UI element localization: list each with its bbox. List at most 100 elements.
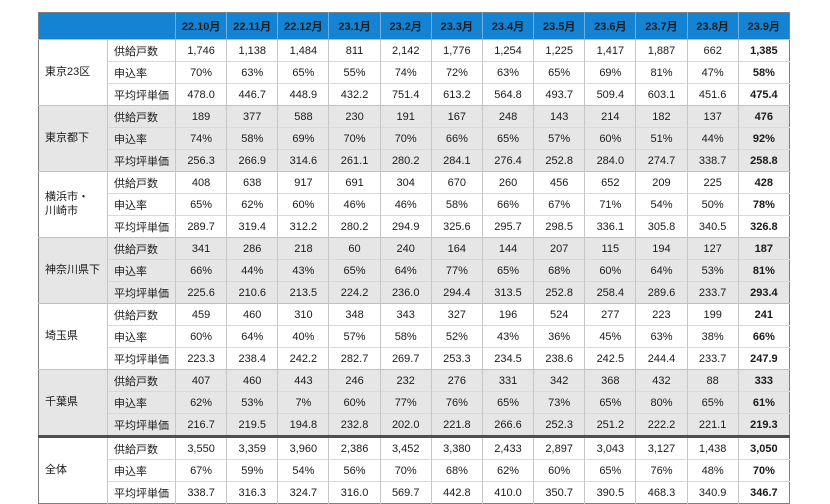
value-cell: 225: [686, 171, 739, 194]
value-cell: 289.6: [635, 281, 688, 304]
metric-label-cell: 申込率: [107, 325, 176, 348]
value-cell: 48%: [686, 459, 739, 482]
value-cell: 3,452: [379, 435, 432, 460]
value-cell: 65%: [481, 391, 534, 414]
value-cell: 326.8: [737, 215, 790, 238]
value-cell: 284.1: [430, 149, 483, 172]
header-month-cell: 23.4月: [481, 12, 534, 40]
value-cell: 63%: [481, 61, 534, 84]
value-cell: 209: [635, 171, 688, 194]
value-cell: 221.1: [686, 413, 739, 437]
value-cell: 218: [277, 237, 329, 260]
metric-label-cell: 平均坪単価: [107, 481, 176, 504]
table-row: 申込率 70% 63% 65% 55% 74% 72% 63% 65% 69% 81% 47% 58%: [39, 61, 790, 84]
value-cell: 50%: [686, 193, 739, 216]
value-cell: 225.6: [174, 281, 227, 304]
value-cell: 53%: [686, 259, 739, 282]
value-cell: 460: [226, 303, 278, 326]
value-cell: 266.6: [481, 413, 534, 437]
value-cell: 53%: [226, 391, 278, 414]
value-cell: 238.4: [226, 347, 278, 370]
table-row: 平均坪単価 478.0 446.7 448.9 432.2 751.4 613.2 564.8…: [39, 83, 790, 106]
value-cell: 64%: [635, 259, 688, 282]
value-cell: 223: [635, 303, 688, 326]
value-cell: 1,225: [533, 39, 585, 62]
value-cell: 44%: [226, 259, 278, 282]
value-cell: 524: [533, 303, 585, 326]
value-cell: 57%: [533, 127, 585, 150]
table-row: 横浜市・ 川崎市 供給戸数 408 638 917 691 304 670 260 456 652 2…: [38, 171, 790, 238]
value-cell: 213.5: [277, 281, 329, 304]
table-row: 申込率 66% 44% 43% 65% 64% 77% 65% 68% 60% 64% 53% 81%: [39, 259, 790, 282]
value-cell: 68%: [430, 459, 483, 482]
value-cell: 189: [174, 105, 227, 128]
value-cell: 280.2: [379, 149, 432, 172]
value-cell: 62%: [481, 459, 534, 482]
value-cell: 194.8: [277, 413, 329, 437]
value-cell: 266.9: [226, 149, 278, 172]
region-label-cell: 東京23区: [38, 39, 108, 106]
metric-label-cell: 申込率: [107, 61, 176, 84]
value-cell: 751.4: [379, 83, 432, 106]
value-cell: 77%: [379, 391, 432, 414]
value-cell: 115: [584, 237, 636, 260]
value-cell: 54%: [277, 459, 329, 482]
table-header: 22.10月 22.11月 22.12月 23.1月 23.2月 23.3月 23.4月 23…: [38, 12, 790, 40]
value-cell: 65%: [328, 259, 381, 282]
value-cell: 167: [430, 105, 483, 128]
value-cell: 670: [430, 171, 483, 194]
value-cell: 1,385: [737, 39, 790, 62]
value-cell: 63%: [635, 325, 688, 348]
table-row: 平均坪単価 216.7 219.5 194.8 232.8 202.0 221.8 266.6…: [39, 413, 790, 437]
value-cell: 219.5: [226, 413, 278, 437]
table-row: 申込率 65% 62% 60% 46% 46% 58% 66% 67% 71% 54% 50% 78%: [39, 193, 790, 216]
table-row: 平均坪単価 338.7 316.3 324.7 316.0 569.7 442.8 410.0…: [39, 481, 790, 504]
value-cell: 70%: [737, 459, 790, 482]
value-cell: 76%: [430, 391, 483, 414]
value-cell: 432.2: [328, 83, 381, 106]
header-month-cell: 22.11月: [226, 12, 278, 40]
value-cell: 691: [328, 171, 381, 194]
metric-label-cell: 平均坪単価: [107, 215, 176, 238]
header-month-cell: 23.5月: [533, 12, 585, 40]
metric-label-cell: 供給戸数: [107, 435, 176, 460]
value-cell: 63%: [226, 61, 278, 84]
table-row: 申込率 74% 58% 69% 70% 70% 66% 65% 57% 60% 51% 44% 92%: [39, 127, 790, 150]
value-cell: 44%: [686, 127, 739, 150]
value-cell: 327: [430, 303, 483, 326]
value-cell: 3,960: [277, 435, 329, 460]
value-cell: 1,887: [635, 39, 688, 62]
value-cell: 468.3: [635, 481, 688, 504]
header-month-cell: 23.8月: [686, 12, 739, 40]
value-cell: 236.0: [379, 281, 432, 304]
value-cell: 65%: [277, 61, 329, 84]
value-cell: 240: [379, 237, 432, 260]
value-cell: 214: [584, 105, 636, 128]
value-cell: 310: [277, 303, 329, 326]
value-cell: 1,417: [584, 39, 636, 62]
value-cell: 54%: [635, 193, 688, 216]
value-cell: 219.3: [737, 413, 790, 437]
metric-label-cell: 平均坪単価: [107, 281, 176, 304]
value-cell: 242.2: [277, 347, 329, 370]
value-cell: 66%: [430, 127, 483, 150]
value-cell: 76%: [635, 459, 688, 482]
value-cell: 67%: [174, 459, 227, 482]
value-cell: 58%: [430, 193, 483, 216]
value-cell: 70%: [174, 61, 227, 84]
value-cell: 274.7: [635, 149, 688, 172]
value-cell: 260: [481, 171, 534, 194]
value-cell: 223.3: [174, 347, 227, 370]
value-cell: 60%: [533, 459, 585, 482]
value-cell: 65%: [584, 391, 636, 414]
value-cell: 80%: [635, 391, 688, 414]
value-cell: 70%: [379, 127, 432, 150]
value-cell: 3,127: [635, 435, 688, 460]
value-cell: 187: [737, 237, 790, 260]
value-cell: 222.2: [635, 413, 688, 437]
value-cell: 67%: [533, 193, 585, 216]
value-cell: 207: [533, 237, 585, 260]
value-cell: 293.4: [737, 281, 790, 304]
value-cell: 221.8: [430, 413, 483, 437]
metric-label-cell: 供給戸数: [107, 237, 176, 260]
